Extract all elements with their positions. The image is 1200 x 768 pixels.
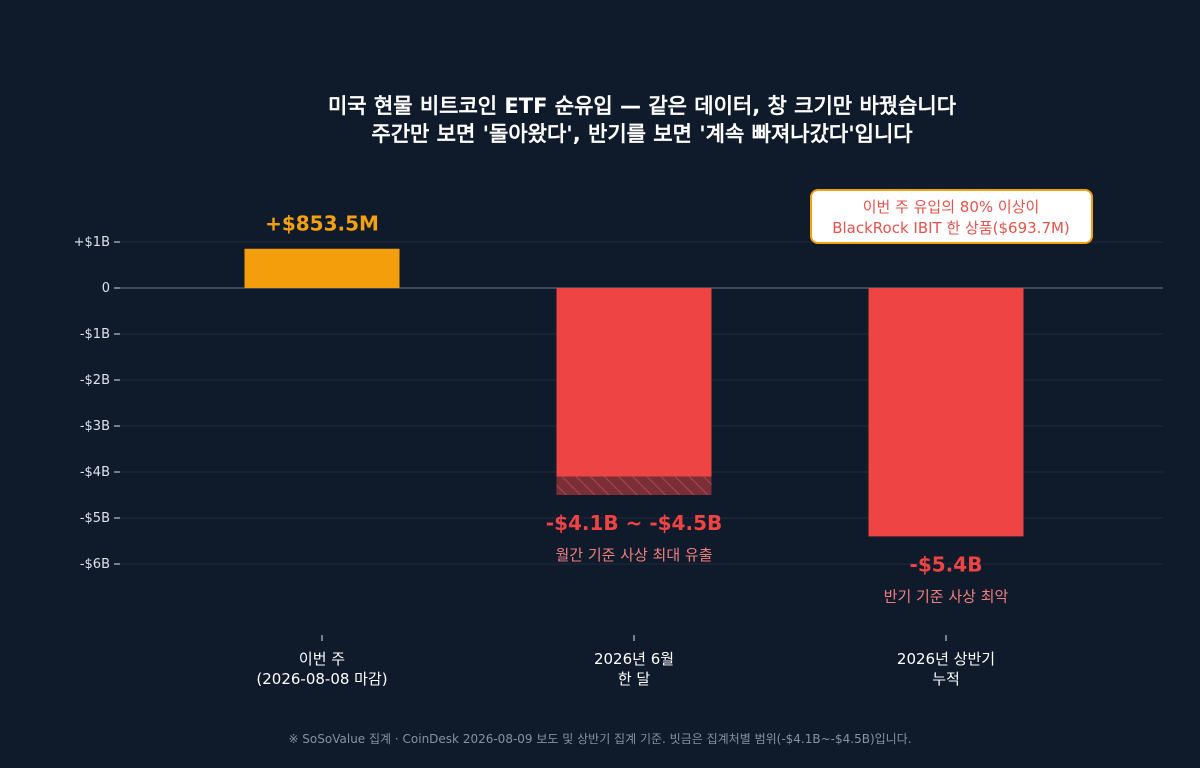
value-label: -$5.4B [910,552,983,576]
y-tick-label: -$4B [80,465,110,480]
bar [868,288,1024,537]
y-tick-label: -$3B [80,419,110,434]
bar [556,288,712,477]
chart-title-line-1: 미국 현물 비트코인 ETF 순유입 — 같은 데이터, 창 크기만 바꿨습니다 [328,94,957,118]
x-axis: 이번 주 (2026-08-08 마감) 2026년 6월한 달 2026년 상반기누… [256,635,995,688]
y-tick-label: 0 [102,281,110,296]
y-axis: +$1B 0 -$1B -$2B -$3B -$4B -$5B -$6B [74,235,120,572]
y-tick-label: -$1B [80,327,110,342]
x-tick-label: 2026년 6월 [594,650,674,668]
value-labels: +$853.5M -$4.1B ~ -$4.5B 월간 기준 사상 최대 유출 -$5… [265,212,1008,606]
value-sub-label: 반기 기준 사상 최악 [884,587,1009,605]
annotation-line-1: 이번 주 유입의 80% 이상이 [863,198,1040,216]
value-sub-label: 월간 기준 사상 최대 유출 [555,546,712,564]
y-tick-label: -$2B [80,373,110,388]
x-tick-label: 누적 [932,670,960,688]
y-tick-label: -$5B [80,511,110,526]
y-tick-label: +$1B [74,235,110,250]
value-label: +$853.5M [265,212,379,236]
bars [244,248,1024,537]
annotation-box: 이번 주 유입의 80% 이상이 BlackRock IBIT 한 상품($69… [810,189,1093,244]
chart-title-line-2: 주간만 보면 '돌아왔다', 반기를 보면 '계속 빠져나갔다'입니다 [371,122,913,146]
annotation-line-2: BlackRock IBIT 한 상품($693.7M) [832,219,1070,237]
y-tick-label: -$6B [80,557,110,572]
source-footnote: ※ SoSoValue 집계 · CoinDesk 2026-08-09 보도 … [288,732,911,746]
x-tick-label: 이번 주 [299,650,345,668]
x-tick-label: (2026-08-08 마감) [256,670,387,688]
x-tick-label: 2026년 상반기 [897,650,995,668]
bar [244,248,400,288]
value-label: -$4.1B ~ -$4.5B [546,511,722,535]
range-band [556,476,712,495]
x-tick-label: 한 달 [618,670,651,688]
